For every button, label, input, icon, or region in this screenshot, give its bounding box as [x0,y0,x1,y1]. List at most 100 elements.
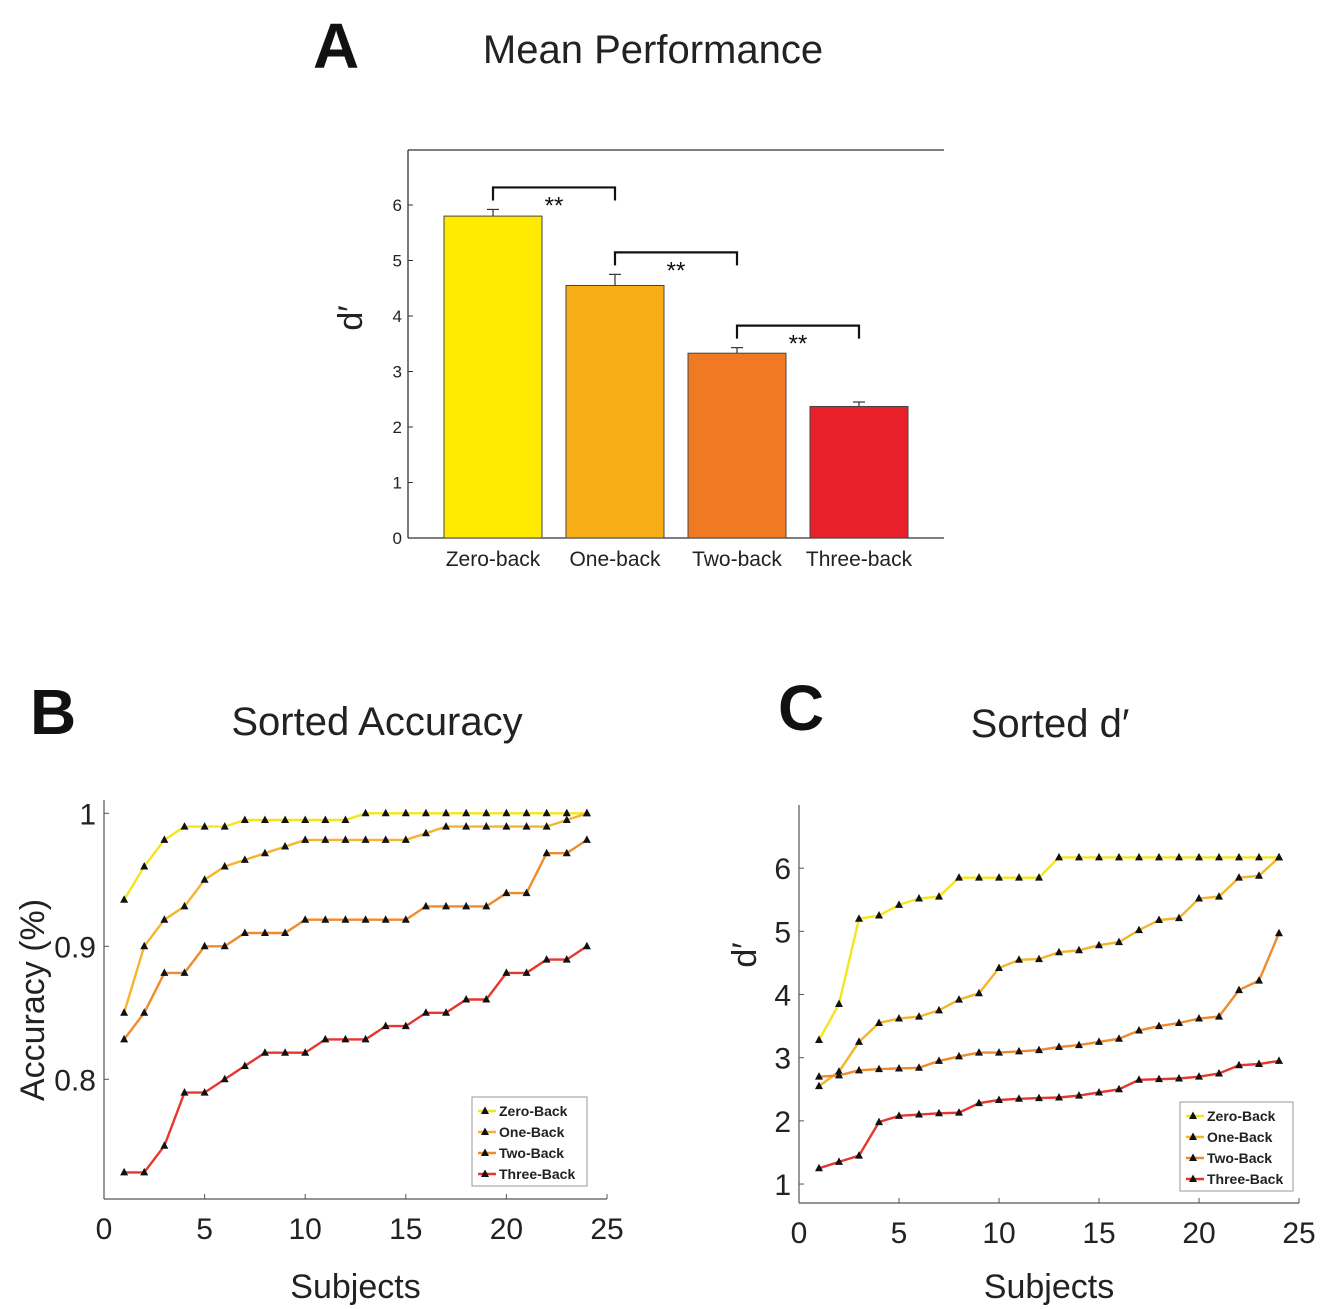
data-point [815,1072,823,1080]
data-point [975,1098,983,1107]
data-point [341,915,350,923]
data-point [140,862,149,870]
data-point [1055,1092,1063,1101]
data-point [1115,1034,1123,1042]
data-point [301,1048,310,1056]
data-point [260,815,269,823]
panel-b-ytick-label: 1 [79,798,96,831]
data-point [200,875,209,883]
panel-a-ytick-label: 5 [393,252,402,271]
legend-marker [481,1106,489,1114]
data-point [835,999,843,1007]
significance-bracket [613,251,739,266]
panel-c-ytick-label: 3 [774,1043,791,1076]
data-point [542,848,551,857]
data-point [915,893,923,902]
data-point [180,968,189,976]
data-point [1035,1093,1043,1102]
data-point [995,1095,1003,1104]
panel-b-ytick-label: 0.8 [54,1064,96,1097]
data-point [1155,852,1163,861]
data-point [895,1063,903,1072]
legend-label: Zero-Back [1207,1108,1276,1124]
series-line-two-back [818,932,1281,1078]
data-point [1075,1040,1083,1049]
panel-a-ytick-label: 4 [393,307,402,326]
category-label: One-back [569,548,661,571]
data-point [381,1021,390,1030]
panel-b-y-label: Accuracy (%) [14,899,52,1101]
data-point [240,928,249,936]
data-point [260,1048,269,1056]
data-point [1175,1018,1183,1026]
data-point [1155,915,1163,923]
series-line-two-back [123,838,588,1041]
data-point [1135,852,1143,861]
data-point [120,1034,129,1043]
data-point [562,848,571,857]
data-point [1175,1074,1183,1082]
bar-zero-back [443,215,543,539]
data-point [462,808,471,817]
data-point [835,1157,843,1165]
data-point [140,941,149,950]
data-point [855,1065,863,1074]
data-point [875,1064,883,1073]
data-point [1055,1042,1063,1050]
legend-marker [1189,1153,1197,1161]
data-point [160,1141,169,1149]
data-point [421,828,430,837]
panel-c-ytick-label: 6 [774,853,791,886]
data-point [542,808,551,817]
data-point [815,1081,823,1090]
data-point [301,835,310,843]
significance-stars: ** [545,192,564,219]
panel-a-ytick-label: 6 [393,196,402,215]
data-point [361,808,370,817]
data-point [975,988,983,997]
data-point [975,873,983,881]
series-line-three-back [818,1059,1280,1170]
data-point [1195,1072,1203,1080]
data-point [835,1070,843,1079]
data-point [180,901,189,910]
data-point [361,915,370,923]
panel-b-legend [471,1096,588,1187]
data-point [401,1021,410,1030]
legend-label: Two-Back [499,1145,564,1161]
significance-stars: ** [667,257,686,284]
data-point [1195,1014,1203,1022]
data-point [341,1034,350,1043]
data-point [915,1110,923,1118]
data-point [1275,928,1283,937]
data-point [1015,873,1023,881]
data-point [1035,1045,1043,1054]
data-point [200,822,209,830]
series-line-zero-back [123,812,587,901]
panel-a: A Mean Performance 0 1 2 3 4 5 6 d′ Zero-back One-b… [313,10,944,571]
data-point [220,1074,229,1083]
data-point [120,895,129,903]
data-point [1015,1094,1023,1102]
data-point [1055,947,1063,956]
data-point [281,928,290,936]
data-point [462,995,471,1003]
legend-marker [481,1148,489,1156]
data-point [935,1108,943,1117]
data-point [321,915,330,923]
data-point [562,815,571,823]
legend-marker [481,1169,489,1177]
panel-c-y-label: d′ [726,942,764,967]
data-point [1275,852,1283,861]
data-point [1195,893,1203,902]
data-point [1095,1037,1103,1045]
significance-stars: ** [789,331,808,358]
data-point [1255,871,1263,879]
legend-marker [481,1127,489,1135]
data-point [220,822,229,830]
data-point [1215,1068,1223,1077]
data-point [301,815,310,823]
data-point [895,900,903,908]
data-point [1135,1026,1143,1034]
series-line-three-back [124,945,588,1174]
